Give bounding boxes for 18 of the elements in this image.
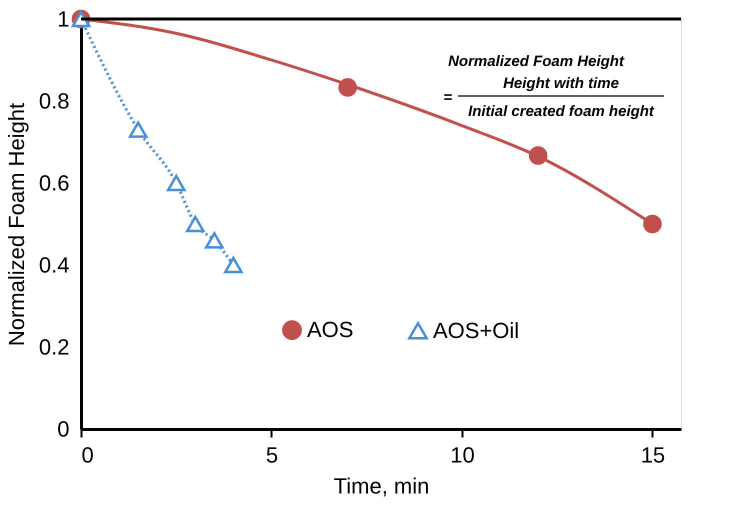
x-tick-label: 0 xyxy=(82,442,94,468)
y-tick-label: 0.6 xyxy=(38,170,70,196)
annotation: Normalized Foam Height xyxy=(448,53,625,70)
y-axis-title: Normalized Foam Height xyxy=(4,102,29,346)
legend-label: AOS+Oil xyxy=(433,318,520,343)
y-tick-label: 0 xyxy=(57,416,70,442)
y-tick-label: 0.2 xyxy=(38,334,70,360)
x-tick-label: 10 xyxy=(450,442,475,468)
annotation: Initial created foam height xyxy=(468,103,655,120)
y-tick-label: 0.4 xyxy=(38,252,70,278)
y-tick-label: 1 xyxy=(57,6,70,32)
y-tick-label: 0.8 xyxy=(38,88,70,114)
x-tick-label: 5 xyxy=(266,442,278,468)
x-axis-title: Time, min xyxy=(334,474,430,498)
annotation: = xyxy=(444,89,453,106)
x-tick-label: 15 xyxy=(640,442,666,468)
annotation: Height with time xyxy=(503,75,619,92)
legend-label: AOS xyxy=(307,317,354,342)
